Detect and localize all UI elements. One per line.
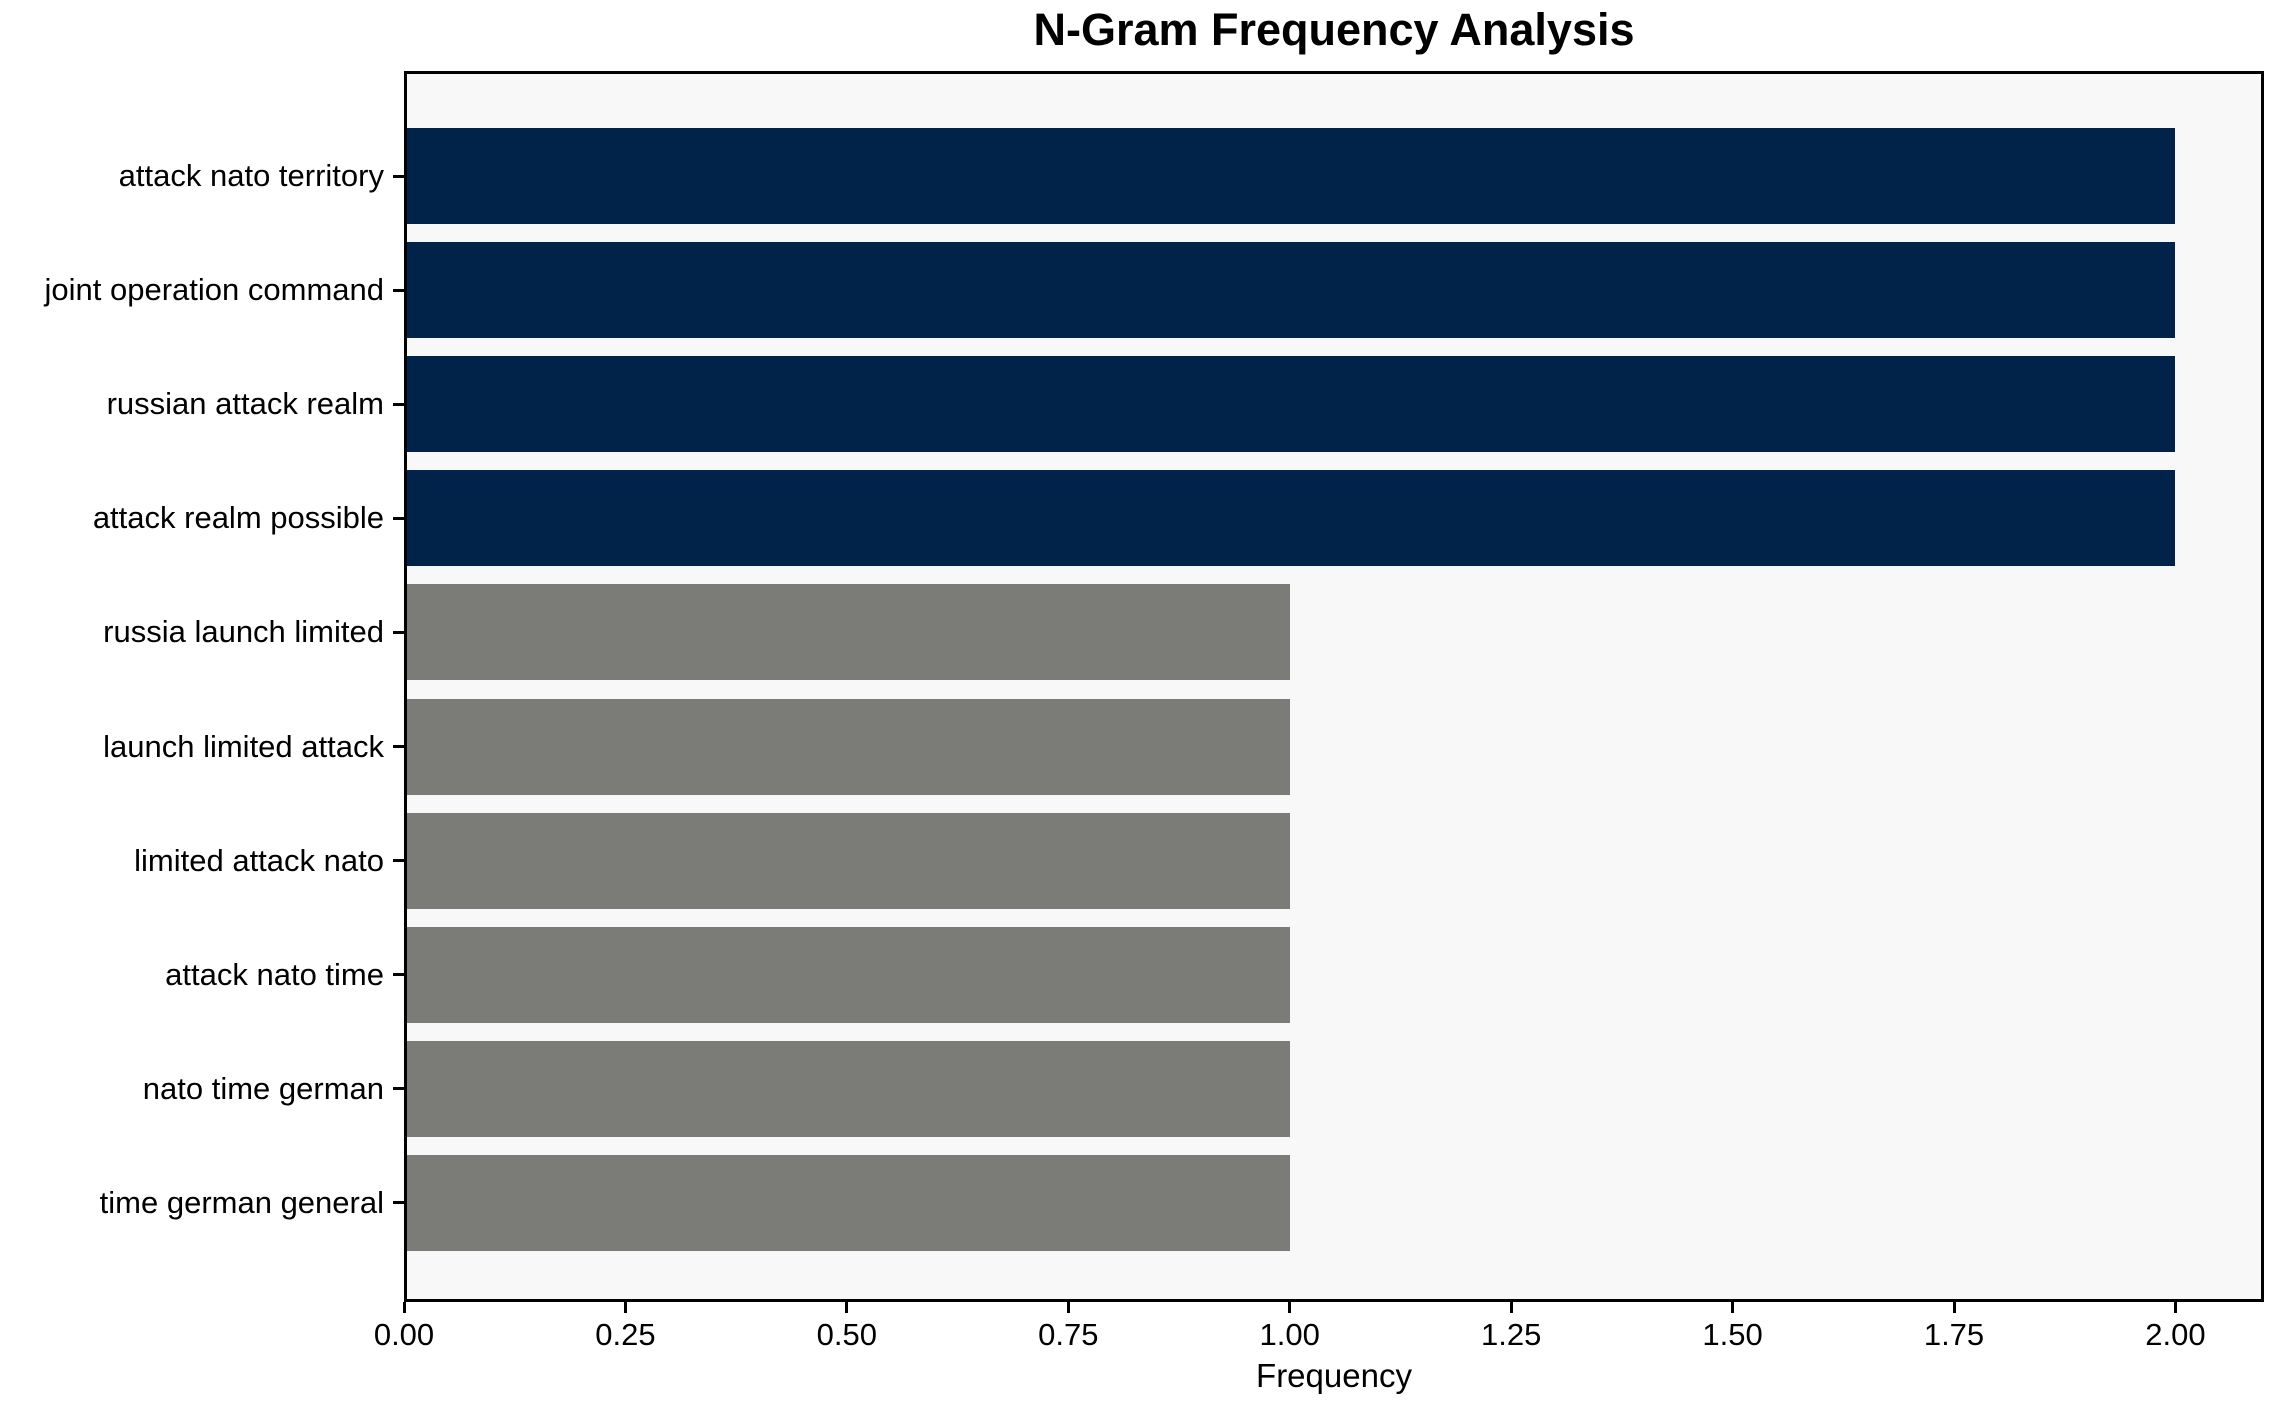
y-tick-label: launch limited attack — [103, 728, 384, 764]
x-axis-label: Frequency — [1256, 1357, 1412, 1394]
y-tick-label: nato time german — [142, 1070, 384, 1106]
y-tick-label: attack nato time — [165, 956, 384, 992]
y-tick-mark — [393, 402, 404, 406]
bar — [404, 1154, 1290, 1251]
x-tick-mark — [1731, 1302, 1735, 1313]
y-tick-mark — [393, 745, 404, 748]
x-tick-label: 0.50 — [816, 1317, 878, 1352]
y-tick-mark — [393, 859, 404, 863]
bar — [404, 584, 1290, 681]
bar — [404, 242, 2176, 339]
y-tick-label: russian attack realm — [106, 386, 384, 422]
y-tick-mark — [393, 288, 404, 292]
bar — [404, 470, 2176, 567]
bar — [404, 128, 2176, 224]
x-tick-mark — [1066, 1302, 1070, 1313]
x-tick-mark — [623, 1302, 627, 1313]
y-tick-label: joint operation command — [44, 272, 384, 308]
x-tick-mark — [845, 1302, 849, 1313]
y-tick-mark — [393, 174, 404, 178]
bar — [404, 812, 1290, 909]
x-tick-label: 2.00 — [2145, 1317, 2206, 1352]
x-tick-mark — [1509, 1302, 1513, 1313]
y-tick-mark — [393, 1201, 404, 1205]
x-tick-mark — [2173, 1302, 2177, 1313]
x-tick-label: 1.50 — [1702, 1317, 1763, 1352]
x-tick-label: 0.25 — [595, 1317, 656, 1352]
chart-title: N-Gram Frequency Analysis — [1033, 4, 1635, 55]
y-tick-label: attack nato territory — [118, 158, 384, 193]
bar — [404, 356, 2176, 453]
y-tick-label: time german general — [99, 1184, 384, 1220]
x-tick-mark — [1952, 1302, 1956, 1313]
y-tick-mark — [393, 973, 404, 977]
y-tick-mark — [393, 1087, 404, 1091]
y-tick-mark — [393, 516, 404, 520]
plot-area — [404, 71, 2264, 1302]
bar — [404, 1040, 1290, 1137]
x-tick-mark — [402, 1302, 406, 1313]
y-tick-label: limited attack nato — [134, 842, 384, 878]
x-tick-label: 0.00 — [373, 1317, 435, 1352]
x-tick-label: 1.75 — [1923, 1317, 1985, 1352]
y-tick-label: russia launch limited — [103, 614, 384, 650]
x-tick-label: 1.00 — [1259, 1317, 1320, 1352]
bar — [404, 698, 1290, 795]
x-tick-label: 0.75 — [1038, 1317, 1099, 1352]
x-tick-mark — [1288, 1302, 1292, 1313]
bar — [404, 926, 1290, 1023]
y-tick-mark — [393, 630, 404, 634]
x-tick-label: 1.25 — [1480, 1317, 1542, 1352]
y-tick-label: attack realm possible — [92, 500, 384, 536]
